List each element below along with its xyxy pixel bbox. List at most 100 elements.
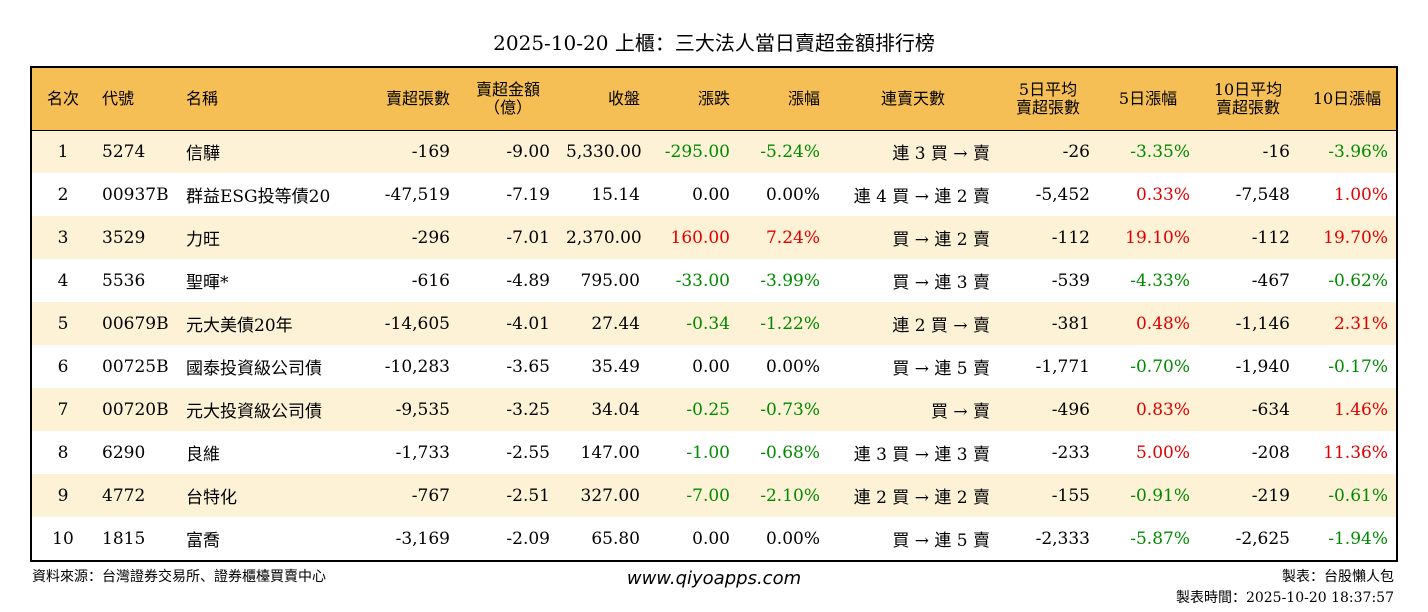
cell-pct5: 0.48% [1135, 313, 1190, 334]
data-source-note: 資料來源：台灣證券交易所、證券櫃檯買賣中心 [32, 569, 326, 585]
cell-pct5: 19.10% [1125, 227, 1190, 248]
cell-code: 1815 [102, 528, 146, 549]
ranking-table: 名次 代號 名稱 賣超張數 賣超金額 （億） 收盤 漲跌 漲幅 連賣天數 5日平均… [32, 68, 1396, 560]
cell-pct: 7.24% [765, 227, 820, 248]
cell-name: 國泰投資級公司債 [186, 359, 322, 379]
cell-sell-amount: -4.89 [506, 270, 550, 291]
cell-change: -0.34 [686, 313, 730, 334]
cell-pct5: 5.00% [1135, 442, 1190, 463]
header-close: 收盤 [558, 68, 648, 131]
cell-code: 00720B [102, 399, 169, 420]
cell-avg10: -208 [1251, 442, 1290, 463]
table-row: 8 6290 良維 -1,733 -2.55 147.00 -1.00 -0.68% 連 3 買… [32, 431, 1396, 474]
header-avg5: 5日平均 賣超張數 [998, 68, 1098, 131]
cell-streak: 連 2 買 → 連 2 賣 [853, 488, 990, 508]
header-name: 名稱 [178, 68, 358, 131]
table-header-row: 名次 代號 名稱 賣超張數 賣超金額 （億） 收盤 漲跌 漲幅 連賣天數 5日平均… [32, 68, 1396, 131]
cell-pct: -2.10% [760, 485, 820, 506]
cell-avg10: -1,146 [1235, 313, 1290, 334]
table-row: 10 1815 富喬 -3,169 -2.09 65.80 0.00 0.00% 買 → 連 5… [32, 517, 1396, 560]
cell-sell-lots: -616 [411, 270, 450, 291]
cell-pct: 0.00% [765, 184, 820, 205]
cell-avg5: -233 [1051, 442, 1090, 463]
header-pct10: 10日漲幅 [1298, 68, 1396, 131]
cell-sell-lots: -296 [411, 227, 450, 248]
cell-pct10: 19.70% [1323, 227, 1388, 248]
cell-pct5: 0.83% [1135, 399, 1190, 420]
cell-pct10: 1.00% [1333, 184, 1388, 205]
cell-sell-lots: -10,283 [384, 356, 450, 377]
cell-sell-amount: -7.01 [506, 227, 550, 248]
table-row: 1 5274 信驊 -169 -9.00 5,330.00 -295.00 -5.24% 連 3… [32, 130, 1396, 173]
cell-pct10: -3.96% [1328, 141, 1388, 162]
cell-sell-amount: -2.51 [506, 485, 550, 506]
page-title: 2025-10-20 上櫃：三大法人當日賣超金額排行榜 [493, 31, 935, 55]
maker-label: 製表：台股懶人包 [1282, 569, 1394, 585]
cell-name: 元大投資級公司債 [186, 402, 322, 422]
cell-close: 147.00 [580, 442, 640, 463]
header-change: 漲跌 [648, 68, 738, 131]
made-time-label: 製表時間：2025-10-20 18:37:57 [1175, 590, 1394, 606]
table-row: 7 00720B 元大投資級公司債 -9,535 -3.25 34.04 -0.25 -0.7… [32, 388, 1396, 431]
cell-pct: 0.00% [765, 528, 820, 549]
cell-name: 群益ESG投等債20 [186, 187, 331, 207]
cell-rank: 7 [57, 399, 69, 420]
cell-rank: 4 [57, 270, 69, 291]
cell-rank: 8 [57, 442, 69, 463]
cell-streak: 連 2 買 → 賣 [892, 316, 990, 336]
cell-sell-amount: -7.19 [506, 184, 550, 205]
cell-sell-lots: -1,733 [395, 442, 450, 463]
cell-name: 元大美債20年 [186, 316, 293, 336]
cell-code: 5274 [102, 141, 146, 162]
cell-close: 65.80 [591, 528, 640, 549]
cell-pct5: -5.87% [1130, 528, 1190, 549]
cell-code: 5536 [102, 270, 146, 291]
header-sell-lots: 賣超張數 [358, 68, 458, 131]
footer-credits: 製表：台股懶人包 製表時間：2025-10-20 18:37:57 [1176, 567, 1394, 609]
cell-pct: -0.73% [760, 399, 820, 420]
cell-streak: 連 4 買 → 連 2 賣 [853, 187, 990, 207]
cell-avg5: -155 [1051, 485, 1090, 506]
cell-pct: -5.24% [760, 141, 820, 162]
cell-streak: 買 → 連 2 賣 [892, 230, 990, 250]
cell-rank: 6 [57, 356, 69, 377]
cell-pct5: -0.70% [1130, 356, 1190, 377]
header-pct5: 5日漲幅 [1098, 68, 1198, 131]
cell-sell-lots: -14,605 [384, 313, 450, 334]
cell-name: 信驊 [186, 144, 220, 165]
cell-code: 3529 [102, 227, 146, 248]
cell-avg5: -539 [1051, 270, 1090, 291]
cell-close: 27.44 [591, 313, 640, 334]
cell-avg10: -634 [1251, 399, 1290, 420]
cell-pct5: 0.33% [1135, 184, 1190, 205]
cell-streak: 連 3 買 → 賣 [892, 144, 990, 165]
cell-rank: 1 [57, 141, 69, 162]
cell-close: 35.49 [591, 356, 640, 377]
cell-rank: 9 [57, 485, 69, 506]
cell-sell-amount: -3.65 [506, 356, 550, 377]
table-row: 9 4772 台特化 -767 -2.51 327.00 -7.00 -2.10% 連 2 買 … [32, 474, 1396, 517]
header-code: 代號 [94, 68, 178, 131]
header-avg10: 10日平均 賣超張數 [1198, 68, 1298, 131]
cell-change: 0.00 [692, 528, 730, 549]
cell-pct: 0.00% [765, 356, 820, 377]
cell-pct10: -0.17% [1328, 356, 1388, 377]
cell-code: 6290 [102, 442, 146, 463]
cell-sell-amount: -4.01 [506, 313, 550, 334]
cell-code: 4772 [102, 485, 146, 506]
cell-streak: 買 → 賣 [930, 402, 990, 422]
cell-streak: 買 → 連 5 賣 [892, 359, 990, 379]
cell-sell-amount: -2.09 [506, 528, 550, 549]
cell-close: 795.00 [580, 270, 640, 291]
cell-close: 34.04 [591, 399, 640, 420]
table-row: 5 00679B 元大美債20年 -14,605 -4.01 27.44 -0.34 -1.2… [32, 302, 1396, 345]
cell-name: 聖暉* [186, 273, 229, 293]
website-link[interactable]: www.qiyoapps.com [626, 568, 802, 589]
cell-name: 台特化 [186, 488, 237, 508]
cell-pct5: -4.33% [1130, 270, 1190, 291]
cell-change: -1.00 [686, 442, 730, 463]
cell-pct10: -1.94% [1328, 528, 1388, 549]
cell-sell-lots: -9,535 [395, 399, 450, 420]
ranking-table-container: 名次 代號 名稱 賣超張數 賣超金額 （億） 收盤 漲跌 漲幅 連賣天數 5日平均… [30, 66, 1398, 562]
cell-change: -33.00 [675, 270, 730, 291]
